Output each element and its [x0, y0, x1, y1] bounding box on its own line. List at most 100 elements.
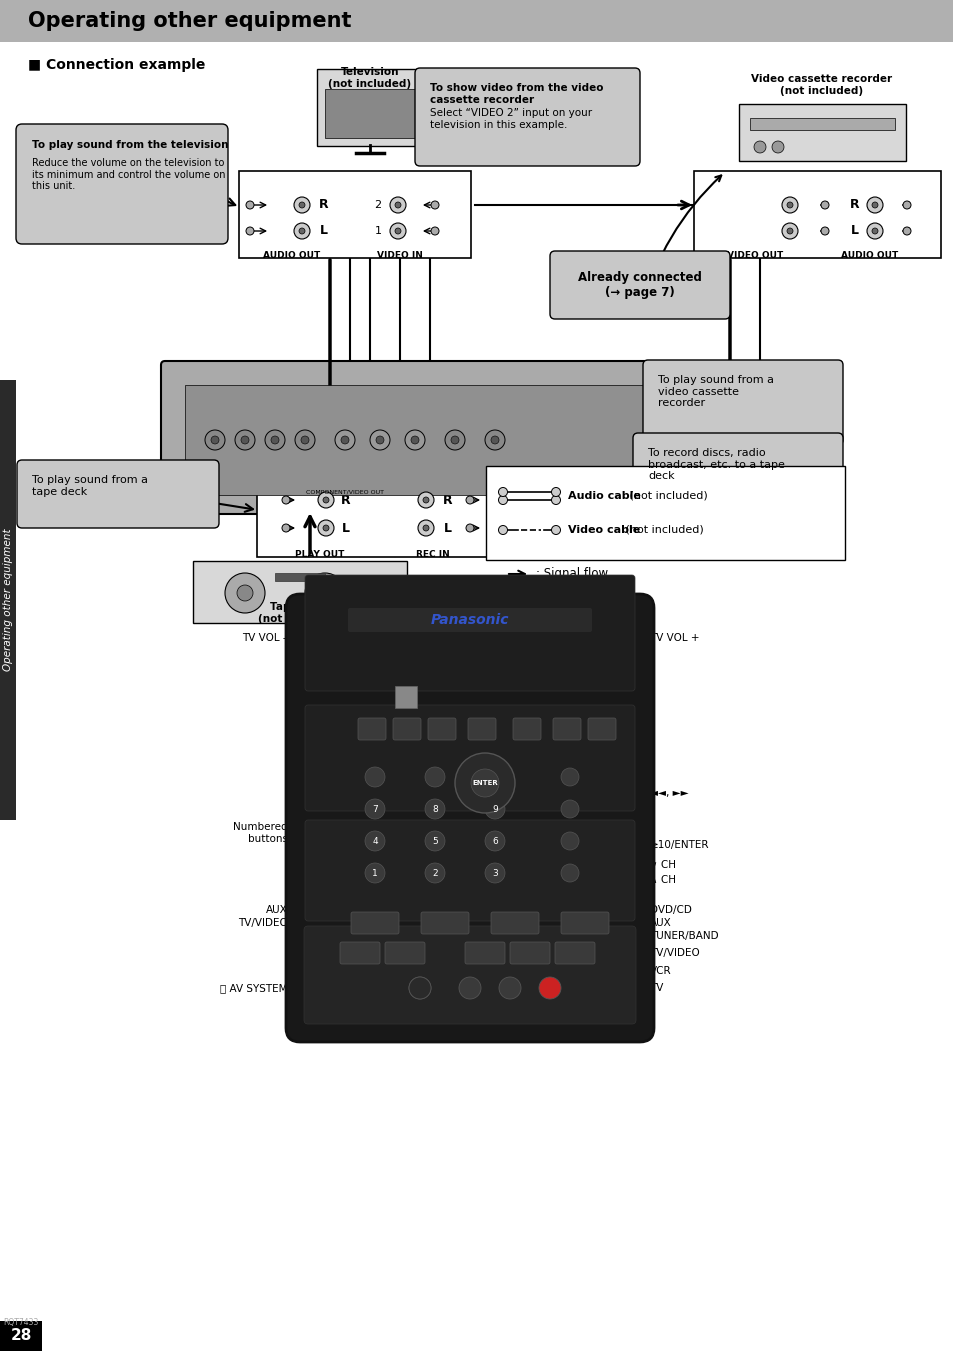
Circle shape — [560, 800, 578, 817]
FancyBboxPatch shape — [485, 466, 844, 561]
Circle shape — [305, 573, 345, 613]
FancyBboxPatch shape — [468, 717, 496, 740]
Circle shape — [551, 526, 560, 535]
FancyBboxPatch shape — [393, 717, 420, 740]
Circle shape — [246, 201, 253, 209]
Circle shape — [424, 863, 444, 884]
FancyBboxPatch shape — [305, 820, 635, 921]
Circle shape — [753, 141, 765, 153]
Circle shape — [786, 203, 792, 208]
Circle shape — [551, 496, 560, 504]
Text: Panasonic: Panasonic — [431, 613, 509, 627]
Circle shape — [424, 831, 444, 851]
Circle shape — [298, 228, 305, 234]
FancyBboxPatch shape — [510, 942, 550, 965]
Circle shape — [471, 769, 498, 797]
Circle shape — [395, 203, 400, 208]
Text: 1: 1 — [375, 226, 381, 236]
Text: Already connected
(→ page 7): Already connected (→ page 7) — [578, 272, 701, 299]
Text: TV: TV — [649, 984, 662, 993]
Text: TV VOL –: TV VOL – — [242, 634, 288, 643]
Circle shape — [265, 430, 285, 450]
Text: 3: 3 — [492, 869, 497, 878]
Circle shape — [431, 201, 438, 209]
Text: To play sound from a
video cassette
recorder: To play sound from a video cassette reco… — [658, 376, 773, 408]
FancyBboxPatch shape — [193, 561, 407, 623]
Text: VIDEO OUT: VIDEO OUT — [726, 251, 782, 259]
Circle shape — [225, 573, 265, 613]
Circle shape — [365, 767, 385, 788]
Text: PLAY OUT: PLAY OUT — [295, 550, 344, 559]
FancyBboxPatch shape — [305, 576, 635, 690]
Circle shape — [781, 197, 797, 213]
Text: Operating other equipment: Operating other equipment — [28, 11, 351, 31]
Circle shape — [236, 585, 253, 601]
FancyBboxPatch shape — [555, 942, 595, 965]
Circle shape — [205, 430, 225, 450]
FancyBboxPatch shape — [256, 467, 514, 557]
FancyBboxPatch shape — [0, 380, 16, 820]
Text: ENTER: ENTER — [472, 780, 497, 786]
Text: R: R — [319, 199, 329, 212]
Text: 28: 28 — [10, 1328, 31, 1343]
Circle shape — [431, 227, 438, 235]
Circle shape — [551, 488, 560, 497]
Circle shape — [365, 863, 385, 884]
Text: L: L — [443, 521, 452, 535]
FancyBboxPatch shape — [274, 573, 325, 581]
Text: 2: 2 — [432, 869, 437, 878]
FancyBboxPatch shape — [428, 717, 456, 740]
Circle shape — [301, 436, 309, 444]
Circle shape — [246, 227, 253, 235]
FancyBboxPatch shape — [351, 912, 398, 934]
Text: Video cable: Video cable — [567, 526, 639, 535]
Circle shape — [498, 488, 507, 497]
FancyBboxPatch shape — [185, 385, 729, 494]
Circle shape — [234, 430, 254, 450]
Circle shape — [375, 436, 384, 444]
FancyBboxPatch shape — [0, 1321, 42, 1351]
Circle shape — [455, 753, 515, 813]
Text: 5: 5 — [432, 836, 437, 846]
FancyBboxPatch shape — [385, 942, 424, 965]
Text: TV VOL –: TV VOL – — [330, 638, 375, 648]
Circle shape — [365, 798, 385, 819]
Text: : Signal flow: : Signal flow — [536, 567, 607, 581]
Text: TV/VIDEO: TV/VIDEO — [649, 948, 699, 958]
Circle shape — [458, 977, 480, 998]
Circle shape — [498, 977, 520, 998]
Circle shape — [390, 197, 406, 213]
Circle shape — [866, 223, 882, 239]
Text: VIDEO IN: VIDEO IN — [376, 251, 422, 259]
Circle shape — [211, 436, 219, 444]
FancyBboxPatch shape — [420, 912, 469, 934]
Circle shape — [411, 436, 418, 444]
Circle shape — [451, 436, 458, 444]
FancyBboxPatch shape — [464, 942, 504, 965]
Text: AUX: AUX — [649, 917, 671, 928]
Circle shape — [498, 526, 507, 535]
Text: To record discs, radio
broadcast, etc. to a tape
deck: To record discs, radio broadcast, etc. t… — [647, 449, 784, 481]
FancyBboxPatch shape — [316, 69, 423, 146]
Circle shape — [271, 436, 278, 444]
Text: Reduce the volume on the television to
its minimum and control the volume on
thi: Reduce the volume on the television to i… — [32, 158, 225, 192]
FancyBboxPatch shape — [587, 717, 616, 740]
Text: To play sound from the television: To play sound from the television — [32, 141, 229, 150]
Circle shape — [484, 430, 504, 450]
Text: Audio cable: Audio cable — [567, 490, 640, 501]
FancyBboxPatch shape — [304, 925, 636, 1024]
Text: 6: 6 — [492, 836, 497, 846]
Circle shape — [538, 977, 560, 998]
Circle shape — [316, 585, 333, 601]
Circle shape — [335, 430, 355, 450]
Circle shape — [282, 496, 290, 504]
Circle shape — [491, 436, 498, 444]
Circle shape — [417, 492, 434, 508]
Circle shape — [422, 497, 429, 503]
FancyBboxPatch shape — [348, 608, 592, 632]
Text: 4: 4 — [372, 836, 377, 846]
Circle shape — [294, 223, 310, 239]
Circle shape — [241, 436, 249, 444]
FancyBboxPatch shape — [550, 251, 729, 319]
Circle shape — [902, 201, 910, 209]
